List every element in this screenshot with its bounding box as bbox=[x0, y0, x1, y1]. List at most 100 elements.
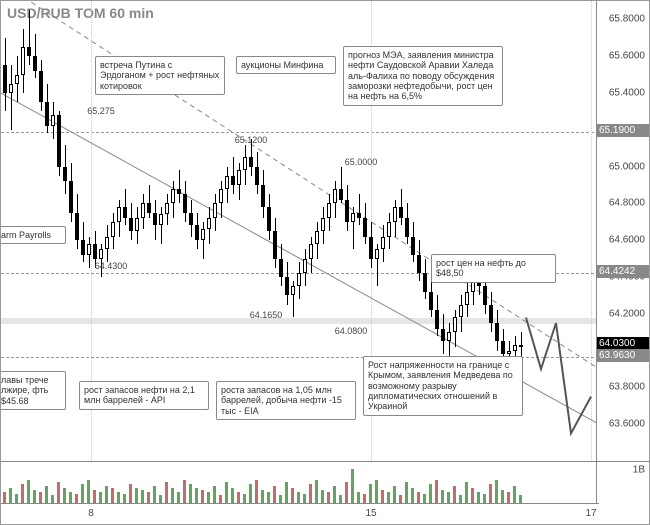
volume-bar[interactable] bbox=[201, 490, 204, 503]
volume-bar[interactable] bbox=[315, 480, 318, 503]
price-label: 64.4300 bbox=[95, 261, 128, 271]
volume-bar[interactable] bbox=[159, 495, 162, 503]
volume-bar[interactable] bbox=[225, 482, 228, 503]
volume-bar[interactable] bbox=[75, 494, 78, 504]
volume-bar[interactable] bbox=[117, 492, 120, 503]
volume-bar[interactable] bbox=[447, 492, 450, 503]
volume-bar[interactable] bbox=[471, 488, 474, 503]
volume-bar[interactable] bbox=[519, 495, 522, 503]
volume-bar[interactable] bbox=[3, 492, 6, 503]
volume-bar[interactable] bbox=[39, 492, 42, 503]
volume-bar[interactable] bbox=[363, 494, 366, 504]
volume-bar[interactable] bbox=[177, 492, 180, 503]
volume-bar[interactable] bbox=[333, 486, 336, 503]
volume-bar[interactable] bbox=[399, 495, 402, 503]
volume-bar[interactable] bbox=[435, 480, 438, 503]
volume-bar[interactable] bbox=[339, 495, 342, 503]
volume-bar[interactable] bbox=[141, 490, 144, 503]
volume-bar[interactable] bbox=[303, 494, 306, 504]
volume-bar[interactable] bbox=[453, 486, 456, 503]
volume-bar[interactable] bbox=[495, 480, 498, 503]
volume-bar[interactable] bbox=[309, 484, 312, 503]
volume-bar[interactable] bbox=[321, 490, 324, 503]
volume-bar[interactable] bbox=[483, 494, 486, 504]
volume-bar[interactable] bbox=[279, 495, 282, 503]
volume-bar[interactable] bbox=[369, 484, 372, 503]
volume-bar[interactable] bbox=[507, 492, 510, 503]
volume-bar[interactable] bbox=[405, 482, 408, 503]
volume-bar[interactable] bbox=[207, 492, 210, 503]
volume-bar[interactable] bbox=[237, 492, 240, 503]
volume-bar[interactable] bbox=[393, 486, 396, 503]
volume-bar[interactable] bbox=[231, 488, 234, 503]
volume-bar[interactable] bbox=[189, 484, 192, 503]
volume-bar[interactable] bbox=[381, 490, 384, 503]
volume-bar[interactable] bbox=[9, 488, 12, 503]
volume-bar[interactable] bbox=[243, 494, 246, 504]
volume-bar[interactable] bbox=[255, 480, 258, 503]
volume-bar[interactable] bbox=[81, 484, 84, 503]
volume-bar[interactable] bbox=[165, 482, 168, 503]
volume-plot[interactable] bbox=[1, 461, 599, 504]
volume-bar[interactable] bbox=[135, 488, 138, 503]
volume-bar[interactable] bbox=[111, 488, 114, 503]
volume-bar[interactable] bbox=[69, 492, 72, 503]
volume-bar[interactable] bbox=[501, 490, 504, 503]
annotation: встреча Путина с Эрдоганом + рост нефтян… bbox=[95, 56, 225, 95]
volume-bar[interactable] bbox=[51, 495, 54, 503]
volume-bar[interactable] bbox=[171, 488, 174, 503]
volume-bar[interactable] bbox=[291, 488, 294, 503]
volume-bar[interactable] bbox=[153, 486, 156, 503]
volume-bar[interactable] bbox=[417, 492, 420, 503]
volume-bar[interactable] bbox=[27, 480, 30, 503]
volume-bar[interactable] bbox=[219, 495, 222, 503]
volume-bar[interactable] bbox=[489, 484, 492, 503]
volume-bar[interactable] bbox=[147, 492, 150, 503]
volume-bar[interactable] bbox=[105, 486, 108, 503]
volume-bar[interactable] bbox=[477, 492, 480, 503]
volume-bar[interactable] bbox=[15, 494, 18, 504]
volume-bar[interactable] bbox=[249, 484, 252, 503]
volume-bar[interactable] bbox=[297, 492, 300, 503]
volume-bar[interactable] bbox=[45, 486, 48, 503]
price-marker: 63.9630 bbox=[597, 349, 649, 362]
volume-bar[interactable] bbox=[411, 488, 414, 503]
volume-bar[interactable] bbox=[63, 488, 66, 503]
volume-bar[interactable] bbox=[327, 492, 330, 503]
price-label: 65.275 bbox=[87, 106, 115, 116]
volume-bar[interactable] bbox=[345, 482, 348, 503]
volume-bar[interactable] bbox=[387, 492, 390, 503]
volume-bar[interactable] bbox=[183, 480, 186, 503]
volume-bar[interactable] bbox=[423, 494, 426, 504]
volume-bar[interactable] bbox=[213, 486, 216, 503]
volume-bar[interactable] bbox=[357, 492, 360, 503]
volume-bar[interactable] bbox=[93, 490, 96, 503]
volume-bar[interactable] bbox=[129, 484, 132, 503]
volume-bar[interactable] bbox=[285, 482, 288, 503]
volume-bar[interactable] bbox=[261, 490, 264, 503]
volume-bar[interactable] bbox=[123, 494, 126, 504]
x-tick: 8 bbox=[88, 508, 94, 519]
annotation: прогноз МЭА, заявления министра нефти Са… bbox=[343, 46, 503, 106]
price-plot[interactable]: 65.27565.120065.000064.430064.165064.080… bbox=[1, 1, 599, 461]
volume-bar[interactable] bbox=[57, 482, 60, 503]
y-tick: 63.8000 bbox=[609, 382, 645, 393]
volume-bar[interactable] bbox=[513, 486, 516, 503]
volume-bar[interactable] bbox=[87, 480, 90, 503]
volume-bar[interactable] bbox=[459, 495, 462, 503]
volume-bar[interactable] bbox=[21, 484, 24, 503]
volume-bar[interactable] bbox=[465, 482, 468, 503]
volume-bar[interactable] bbox=[33, 490, 36, 503]
annotation: Рост напряженности на границе с Крымом, … bbox=[363, 356, 523, 416]
volume-bar[interactable] bbox=[441, 490, 444, 503]
x-axis: 81517 bbox=[1, 503, 599, 525]
volume-bar[interactable] bbox=[351, 469, 354, 503]
volume-bar[interactable] bbox=[99, 492, 102, 503]
volume-bar[interactable] bbox=[429, 484, 432, 503]
volume-bar[interactable] bbox=[273, 486, 276, 503]
volume-bar[interactable] bbox=[375, 480, 378, 503]
volume-bar[interactable] bbox=[267, 492, 270, 503]
volume-bar[interactable] bbox=[195, 488, 198, 503]
y-axis: 63.600063.800064.000064.200064.400064.60… bbox=[596, 1, 649, 461]
annotation: роста запасов на 1,05 млн баррелей, добы… bbox=[216, 381, 356, 420]
